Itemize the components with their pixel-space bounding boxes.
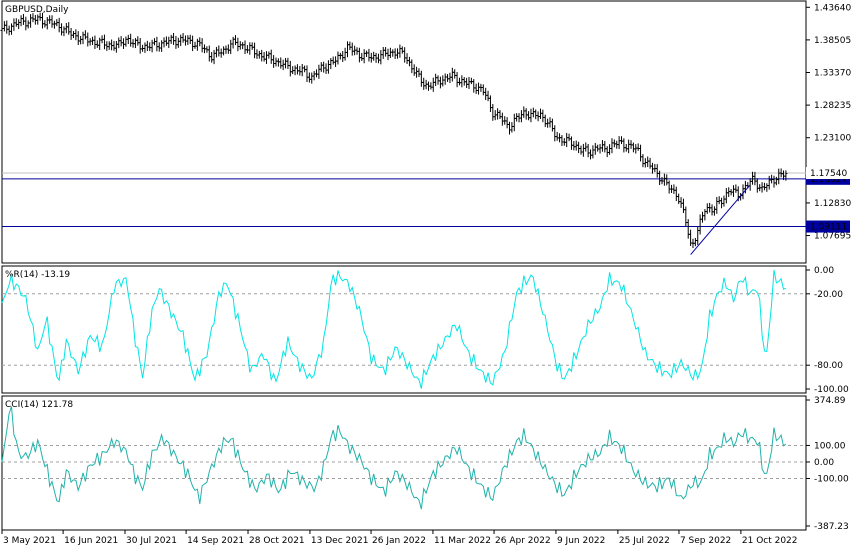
y-tick-label: 0.00 xyxy=(814,266,834,276)
price-level-label: 1.09111 xyxy=(810,223,847,233)
y-tick-label: 1.07695 xyxy=(814,232,851,242)
y-tick-label: -100.00 xyxy=(814,475,849,485)
panel-title: CCI(14) 121.78 xyxy=(5,400,73,410)
x-tick-label: 28 Oct 2021 xyxy=(249,536,305,546)
x-tick-label: 26 Apr 2022 xyxy=(495,536,551,546)
x-tick-label: 26 Jan 2022 xyxy=(372,536,426,546)
current-price-label: 1.17540 xyxy=(810,169,847,179)
x-tick-label: 25 Jul 2022 xyxy=(619,536,670,546)
cci-panel[interactable]: 374.89 100.00 0.00 -100.00 -387.23 CCI(14) 12… xyxy=(1,395,849,532)
x-tick-label: 13 Dec 2021 xyxy=(311,536,369,546)
x-tick-label: 14 Sep 2021 xyxy=(187,536,244,546)
x-tick-label: 30 Jul 2021 xyxy=(126,536,177,546)
panel-frame xyxy=(1,395,807,531)
x-tick-label: 21 Oct 2022 xyxy=(742,536,798,546)
x-tick-label: 3 May 2021 xyxy=(3,536,56,546)
panel-title: %R(14) -13.19 xyxy=(5,270,70,280)
y-tick-label: 1.23100 xyxy=(814,134,851,144)
x-tick-label: 11 Mar 2022 xyxy=(434,536,491,546)
time-axis: 3 May 2021 16 Jun 2021 30 Jul 2021 14 Sep 2… xyxy=(1,529,806,546)
y-tick-label: 1.33370 xyxy=(814,69,851,79)
williams-r-panel[interactable]: 0.00 -20.00 -80.00 -100.00 %R(14) -13.19 xyxy=(1,265,849,395)
y-tick-label: -20.00 xyxy=(814,290,843,300)
indicator-line xyxy=(1,269,787,389)
x-tick-label: 9 Jun 2022 xyxy=(557,536,605,546)
x-tick-label: 7 Sep 2022 xyxy=(680,536,731,546)
y-tick-label: 1.28235 xyxy=(814,101,851,111)
trendline[interactable] xyxy=(690,185,751,255)
panel-title: GBPUSD,Daily xyxy=(5,5,69,15)
price-level-label: 1.16627 xyxy=(810,175,847,185)
y-tick-label: 1.38505 xyxy=(814,36,851,46)
y-tick-label: 0.00 xyxy=(814,458,834,468)
y-tick-label: -100.00 xyxy=(814,385,849,395)
panel-frame xyxy=(1,0,807,264)
x-tick-label: 16 Jun 2021 xyxy=(64,536,118,546)
y-tick-label: -387.23 xyxy=(814,522,849,532)
panel-frame xyxy=(1,265,807,394)
current-price-tag xyxy=(806,167,850,180)
price-bar xyxy=(784,170,788,181)
y-tick-label: 374.89 xyxy=(814,396,846,406)
indicator-line xyxy=(1,406,787,510)
y-tick-label: 1.12830 xyxy=(814,199,851,209)
price-panel[interactable]: 1.43640 1.38505 1.33370 1.28235 1.23100 1.128… xyxy=(0,0,852,264)
y-tick-label: -80.00 xyxy=(814,361,843,371)
price-level-tag xyxy=(806,220,850,233)
y-tick-label: 100.00 xyxy=(814,441,846,451)
y-tick-label: 1.43640 xyxy=(814,3,851,13)
